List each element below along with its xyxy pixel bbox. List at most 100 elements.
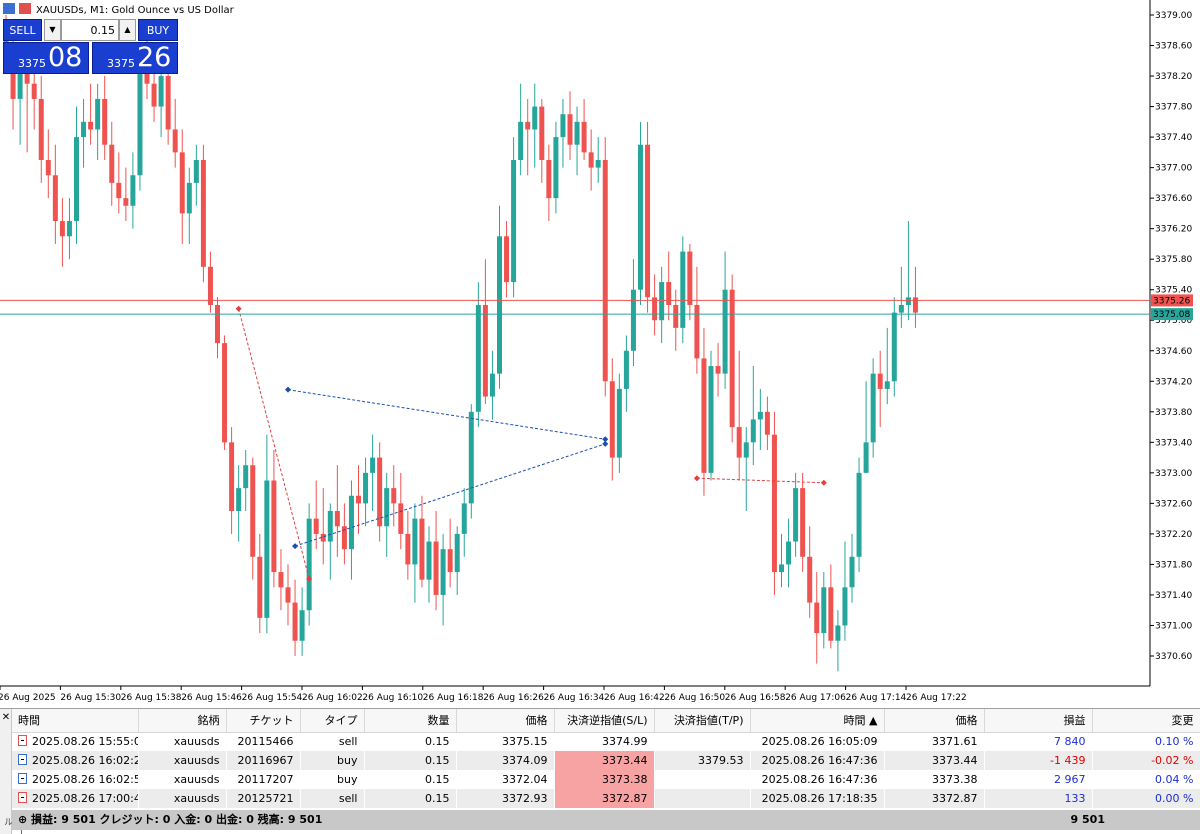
candle-body — [722, 289, 728, 374]
buy-order-icon — [18, 773, 27, 784]
buy-quote[interactable]: 3375 26 — [92, 42, 178, 74]
column-header[interactable]: 数量 — [364, 709, 457, 733]
column-header[interactable]: 銘柄 — [138, 709, 227, 733]
column-header[interactable]: 価格 — [456, 709, 555, 733]
table-row[interactable]: 2025.08.26 17:00:44 xauusds 20125721 sell 0.… — [12, 789, 1200, 808]
column-header[interactable]: 価格 — [884, 709, 985, 733]
candle — [179, 129, 185, 244]
candle — [779, 533, 784, 588]
time-tick-label: 26 Aug 16:10 — [362, 693, 423, 703]
close-icon[interactable]: ✕ — [1, 712, 11, 723]
candle — [743, 427, 749, 512]
candle — [440, 533, 446, 626]
candle — [553, 121, 559, 214]
cell-sl: 3374.99 — [554, 732, 654, 751]
time-tick-label: 26 Aug 15:38 — [121, 693, 182, 703]
cell-profit: 133 — [984, 789, 1092, 808]
candle-body — [348, 495, 354, 550]
candle-body — [764, 411, 770, 435]
candle-body — [116, 182, 122, 199]
candle — [849, 533, 855, 603]
candle-body — [405, 533, 411, 565]
column-header[interactable]: 変更 — [1092, 709, 1200, 733]
candle — [835, 610, 841, 672]
column-header[interactable]: 決済指値(T/P) — [654, 709, 751, 733]
candle-body — [193, 159, 199, 183]
cell-change: 0.00 % — [1092, 789, 1200, 808]
cell-close-price: 3373.44 — [884, 751, 984, 770]
candle — [863, 381, 869, 473]
candle — [264, 434, 270, 634]
table-row[interactable]: 2025.08.26 16:02:58 xauusds 20117207 buy 0.1… — [12, 770, 1200, 789]
candle — [66, 198, 72, 260]
table-row[interactable]: 2025.08.26 15:55:02 xauusds 20115466 sell 0.… — [12, 732, 1200, 751]
sell-quote[interactable]: 3375 08 — [3, 42, 89, 74]
candle — [285, 564, 291, 626]
column-header[interactable]: 時間 ▲ — [750, 709, 885, 733]
candle — [609, 358, 615, 481]
price-chart[interactable]: XAUUSDs, M1: Gold Ounce vs US Dollar 3379… — [0, 0, 1200, 708]
sell-button[interactable]: SELL — [3, 19, 42, 41]
candle-body — [144, 68, 150, 84]
price-tick-label: 3371.40 — [1155, 591, 1192, 601]
time-tick-label: 26 Aug 17:14 — [846, 693, 907, 703]
candle — [334, 465, 340, 557]
candle — [652, 274, 658, 336]
candle-body — [334, 511, 340, 527]
candle — [870, 358, 876, 458]
candle — [236, 465, 242, 542]
candle — [320, 488, 326, 565]
candle-body — [207, 266, 213, 305]
candle — [588, 129, 594, 191]
candle-body — [327, 511, 333, 542]
candle-body — [17, 68, 23, 99]
column-header[interactable]: タイプ — [300, 709, 365, 733]
candle-body — [553, 137, 559, 199]
cell-close-price: 3373.38 — [884, 770, 984, 789]
candle — [694, 266, 700, 374]
candle — [511, 137, 517, 298]
candle-body — [222, 343, 228, 443]
price-tick-label: 3371.00 — [1155, 621, 1192, 631]
candle — [200, 144, 206, 283]
candle — [680, 236, 686, 344]
candlestick-chart[interactable]: XAUUSDs, M1: Gold Ounce vs US Dollar 3379… — [0, 0, 1200, 708]
candle-body — [912, 297, 918, 313]
column-header[interactable]: 損益 — [984, 709, 1093, 733]
volume-down-icon[interactable]: ▼ — [44, 19, 61, 41]
cell-time-text: 2025.08.26 17:00:44 — [32, 792, 138, 805]
candle — [215, 297, 220, 359]
candle-body — [384, 488, 390, 527]
cell-profit: 2 967 — [984, 770, 1092, 789]
candle-body — [419, 518, 425, 580]
trade-line — [696, 477, 824, 484]
candle-body — [673, 304, 679, 328]
candle-body — [750, 419, 756, 443]
column-header[interactable]: 時間 — [12, 709, 139, 733]
time-tick-label: 26 Aug 16:58 — [725, 693, 786, 703]
table-row[interactable]: 2025.08.26 16:02:25 xauusds 20116967 buy 0.1… — [12, 751, 1200, 770]
cell-close-time: 2025.08.26 17:18:35 — [750, 789, 884, 808]
ask-price-line-label: 3375.26 — [1153, 296, 1190, 306]
candle-body — [870, 373, 876, 443]
candle — [102, 76, 108, 160]
candle — [412, 503, 418, 603]
candle-body — [31, 83, 37, 99]
cell-type: sell — [300, 732, 364, 751]
candle — [370, 434, 376, 512]
column-header[interactable]: 決済逆指値(S/L) — [554, 709, 655, 733]
buy-button[interactable]: BUY — [138, 19, 178, 41]
price-tick-label: 3375.80 — [1155, 255, 1192, 265]
candle-body — [130, 175, 136, 206]
candle — [630, 259, 636, 367]
volume-up-icon[interactable]: ▲ — [119, 19, 136, 41]
candle — [52, 144, 58, 244]
volume-input[interactable] — [61, 19, 119, 41]
candle-body — [715, 366, 721, 374]
bid-price-line-tag — [1151, 308, 1193, 321]
cell-time: 2025.08.26 15:55:02 — [12, 732, 138, 751]
candle-body — [74, 137, 79, 222]
candle-body — [659, 282, 665, 321]
column-header[interactable]: チケット — [226, 709, 301, 733]
candle-body — [454, 533, 460, 573]
